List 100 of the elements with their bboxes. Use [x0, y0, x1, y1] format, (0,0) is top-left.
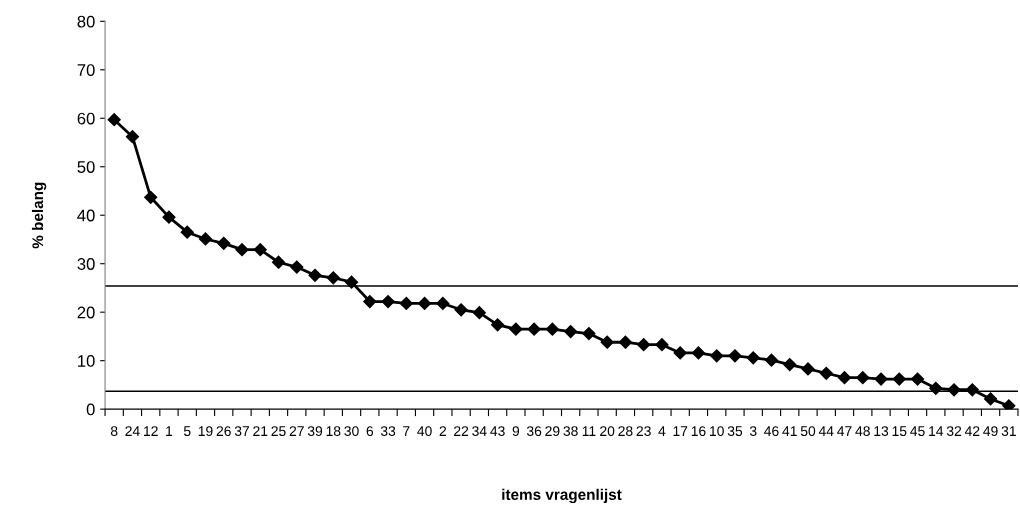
x-tick-label: 27 [289, 426, 304, 436]
x-tick-label: 10 [710, 426, 724, 437]
point [381, 294, 395, 309]
x-tick-label: 20 [600, 426, 615, 437]
point [545, 322, 559, 336]
point [710, 349, 724, 363]
point [198, 232, 213, 246]
point [491, 318, 505, 332]
y-tick-label: 20 [77, 306, 95, 319]
y-tick-label: 10 [78, 355, 95, 367]
x-tick-label: 15 [892, 426, 907, 437]
point [125, 130, 140, 144]
x-tick-label: 31 [1001, 426, 1016, 437]
point [910, 372, 925, 386]
y-tick-label: 30 [77, 258, 95, 270]
point [344, 275, 359, 289]
point [363, 294, 377, 309]
x-tick-label: 39 [307, 426, 323, 437]
x-tick-label: 22 [454, 426, 469, 436]
point [819, 366, 833, 380]
x-tick-label: 34 [472, 426, 487, 437]
point [144, 190, 158, 204]
x-tick-label: 33 [380, 426, 396, 437]
x-tick-label: 8 [110, 426, 118, 437]
point [326, 271, 340, 285]
point [764, 353, 779, 367]
x-tick-label: 26 [216, 426, 231, 437]
x-tick-label: 4 [658, 426, 666, 436]
x-tick-label: 45 [910, 426, 925, 437]
point [180, 225, 194, 239]
x-tick-label: 40 [417, 426, 432, 437]
point [399, 296, 413, 311]
y-tick-label: 70 [77, 64, 95, 76]
x-tick-label: 2 [439, 426, 446, 436]
x-tick-label: 11 [582, 426, 596, 436]
point [107, 113, 121, 127]
point [746, 351, 760, 365]
x-tick-label: 42 [964, 426, 980, 436]
x-tick-label: 47 [837, 426, 852, 436]
point [472, 306, 486, 320]
y-tick-label: 40 [77, 209, 95, 222]
point [290, 260, 304, 274]
x-tick-label: 9 [512, 426, 520, 437]
point [217, 236, 231, 250]
x-tick-label: 29 [545, 426, 560, 437]
point [253, 243, 267, 257]
point [947, 383, 961, 397]
x-tick-label: 24 [125, 426, 140, 436]
x-tick-label: 46 [764, 426, 779, 437]
x-tick-label: 25 [271, 426, 286, 437]
point [637, 338, 651, 352]
x-tick-label: 19 [198, 426, 213, 437]
point [655, 338, 669, 352]
x-tick-label: 43 [490, 426, 505, 437]
x-tick-label: 5 [183, 426, 191, 437]
x-tick-label: 49 [983, 426, 998, 437]
x-tick-label: 37 [234, 426, 250, 437]
x-tick-label: 38 [563, 426, 578, 437]
x-tick-label: 6 [366, 426, 374, 437]
point [600, 335, 614, 349]
point [271, 255, 286, 269]
point [673, 346, 687, 360]
point [983, 392, 998, 406]
point [728, 349, 742, 363]
y-tick-label: 0 [86, 403, 95, 416]
point [509, 322, 523, 336]
x-tick-label: 30 [344, 426, 359, 437]
x-tick-label: 36 [526, 426, 542, 437]
x-tick-label: 13 [874, 426, 889, 437]
point [564, 324, 578, 339]
y-tick-label: 50 [77, 161, 95, 173]
point [527, 322, 541, 336]
point [837, 371, 852, 385]
x-tick-label: 41 [782, 426, 797, 436]
x-tick-label: 17 [673, 426, 688, 436]
y-axis-title: % belang [31, 182, 47, 249]
point [874, 372, 888, 386]
point [856, 371, 870, 385]
x-tick-label: 7 [403, 426, 410, 436]
point [308, 268, 322, 282]
x-tick-label: 18 [326, 426, 341, 437]
point [801, 362, 815, 376]
y-tick-label: 60 [77, 112, 95, 125]
x-tick-label: 28 [618, 426, 633, 437]
point [691, 346, 706, 360]
x-tick-label: 12 [144, 426, 158, 436]
x-tick-label: 32 [946, 426, 962, 437]
x-tick-label: 44 [818, 426, 834, 436]
point [235, 243, 249, 257]
x-tick-label: 50 [800, 426, 816, 437]
x-tick-label: 1 [166, 426, 173, 436]
x-tick-label: 21 [253, 426, 268, 436]
point [582, 326, 596, 341]
point [162, 210, 176, 224]
point [929, 381, 943, 395]
x-tick-label: 14 [929, 426, 944, 436]
y-tick-label: 80 [77, 15, 95, 28]
point [454, 303, 468, 317]
x-tick-label: 48 [855, 426, 870, 437]
point [965, 383, 979, 397]
